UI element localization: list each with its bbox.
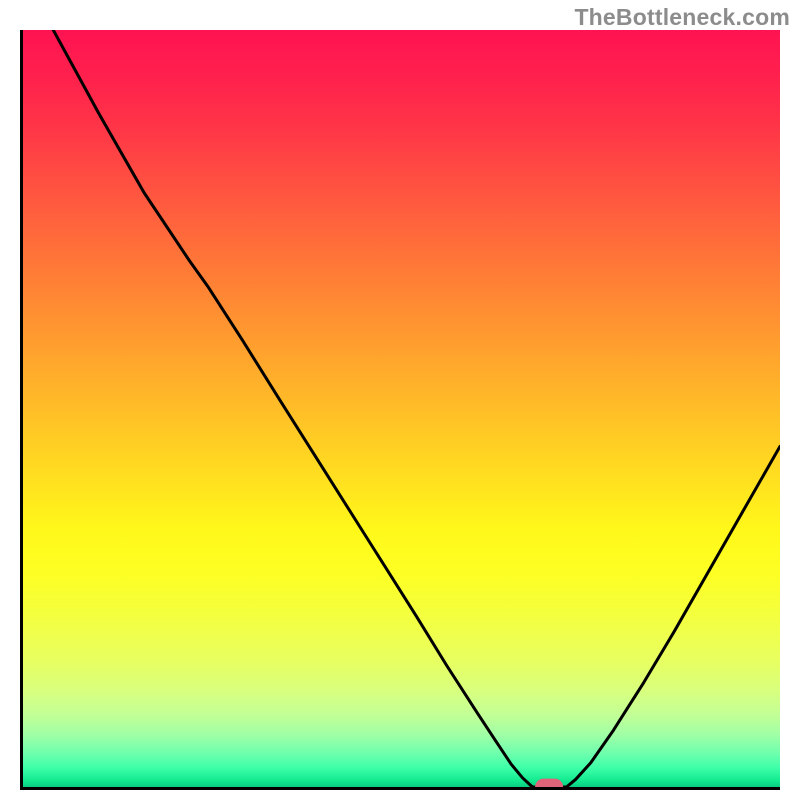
chart-background — [23, 30, 780, 787]
chart-container: TheBottleneck.com — [0, 0, 800, 800]
chart-svg — [20, 30, 780, 790]
watermark-text: TheBottleneck.com — [574, 4, 790, 31]
plot-area — [20, 30, 780, 790]
